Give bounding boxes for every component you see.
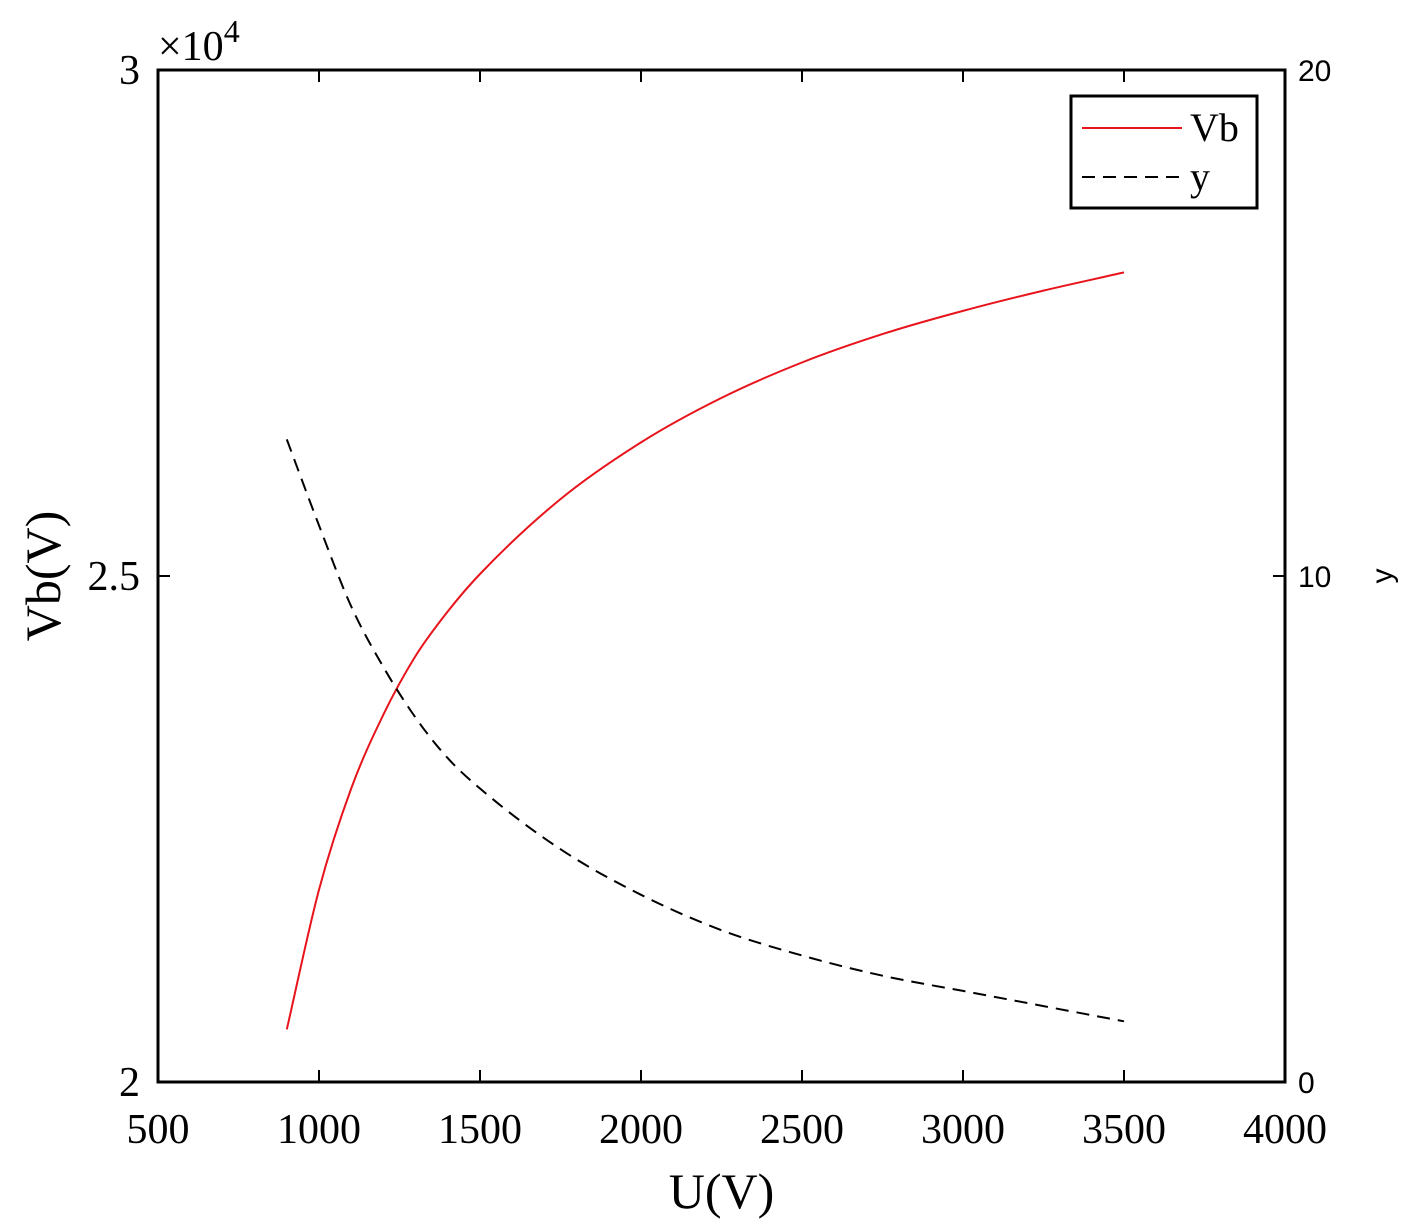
y-right-tick-label: 10 (1298, 561, 1331, 594)
legend: Vb y (1069, 94, 1259, 210)
y-right-tick-label: 20 (1298, 55, 1331, 88)
x-tick-label: 2000 (599, 1107, 683, 1153)
x-tick-label: 1500 (438, 1107, 522, 1153)
x-tick-label: 1000 (277, 1107, 361, 1153)
y-left-tick-label: 2 (119, 1060, 140, 1106)
plot-marks (285, 271, 1125, 1030)
y-left-tick-label: 3 (119, 48, 140, 94)
y-right-axis-label: y (1366, 569, 1399, 584)
x-tick-label: 3500 (1082, 1107, 1166, 1153)
x-tick-label: 2500 (760, 1107, 844, 1153)
x-tick-label: 500 (127, 1107, 190, 1153)
legend-label-y: y (1190, 154, 1210, 199)
series-line-vb (285, 271, 1125, 1030)
x-tick-label: 3000 (921, 1107, 1005, 1153)
y-left-tick-label: 2.5 (88, 554, 141, 600)
legend-box (1069, 94, 1259, 210)
axis-ticks (157, 69, 1286, 1083)
x-tick-label: 4000 (1243, 1107, 1327, 1153)
y-exponent-label: ×104 (158, 13, 240, 70)
x-axis-label: U(V) (669, 1163, 775, 1219)
plot-frame (156, 68, 1287, 1084)
y-left-axis-label: Vb(V) (15, 511, 71, 642)
tick-labels: 500 1000 1500 2000 2500 3000 3500 4000 2 2.5 3 0 10 2… (88, 48, 1332, 1153)
y-right-tick-label: 0 (1298, 1067, 1315, 1100)
series-line-y (285, 439, 1125, 1023)
legend-label-vb: Vb (1190, 105, 1239, 150)
